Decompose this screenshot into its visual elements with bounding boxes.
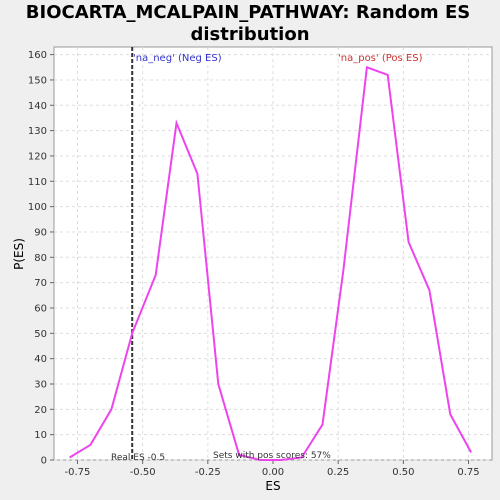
x-tick-label: -0.75 — [65, 467, 91, 478]
y-tick-label: 20 — [34, 405, 47, 416]
y-tick-label: 110 — [28, 177, 47, 188]
x-tick-label: 0.50 — [392, 467, 414, 478]
y-tick-label: 100 — [28, 202, 47, 213]
series-line-random-es — [69, 65, 472, 461]
real-es-label: Real ES -0.5 — [111, 453, 165, 463]
y-tick-label: 120 — [28, 151, 47, 162]
y-tick-label: 70 — [34, 278, 47, 289]
x-tick-label: 0.00 — [262, 467, 284, 478]
y-tick-label: 0 — [41, 456, 47, 467]
y-tick-label: 90 — [34, 227, 47, 238]
y-axis: 0 10 20 30 40 50 60 70 80 90 100 110 120 130 140 150 160 — [28, 50, 54, 467]
x-tick-label: 0.75 — [457, 467, 479, 478]
neg-es-label: 'na_neg' (Neg ES) — [133, 53, 222, 64]
x-tick-label: -0.50 — [130, 467, 156, 478]
y-tick-label: 30 — [34, 379, 47, 390]
y-tick-label: 60 — [34, 303, 47, 314]
y-tick-label: 130 — [28, 126, 47, 137]
y-tick-label: 150 — [28, 75, 47, 86]
x-tick-label: -0.25 — [195, 467, 221, 478]
y-tick-label: 10 — [34, 430, 47, 441]
x-axis-label: ES — [265, 479, 280, 493]
y-tick-label: 80 — [34, 253, 47, 264]
x-tick-label: 0.25 — [327, 467, 349, 478]
grid — [54, 47, 492, 461]
x-axis: -0.75 -0.50 -0.25 0.00 0.25 0.50 0.75 — [65, 460, 480, 478]
y-tick-label: 140 — [28, 101, 47, 112]
pos-scores-label: Sets with pos scores: 57% — [213, 451, 331, 461]
chart-title-line-1: BIOCARTA_MCALPAIN_PATHWAY: Random ES — [26, 2, 470, 23]
y-tick-label: 50 — [34, 329, 47, 340]
y-tick-label: 40 — [34, 354, 47, 365]
pos-es-label: 'na_pos' (Pos ES) — [338, 53, 423, 64]
y-axis-label: P(ES) — [12, 238, 26, 270]
chart-title-line-2: distribution — [190, 24, 309, 45]
y-tick-label: 160 — [28, 50, 47, 61]
